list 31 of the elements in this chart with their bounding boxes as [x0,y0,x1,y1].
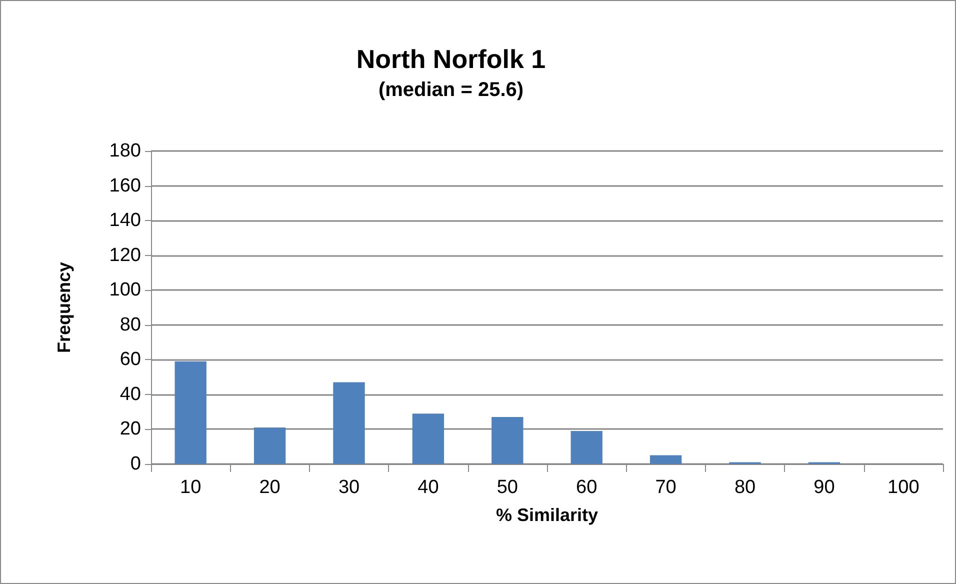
bar [174,361,206,464]
y-tick-label: 140 [109,210,141,232]
chart-title: North Norfolk 1 [356,44,546,74]
y-tick-label: 100 [109,280,141,301]
x-tick-label: 70 [655,477,676,498]
x-tick-label: 80 [734,477,756,498]
x-tick-label: 60 [576,477,598,498]
x-tick-label: 100 [888,477,920,498]
bar [570,430,602,464]
bar [412,414,444,464]
x-tick-label: 50 [496,477,518,498]
x-tick-label: 90 [814,477,835,498]
y-tick-label: 160 [109,175,141,196]
bar [254,427,286,464]
y-tick-label: 40 [120,384,141,405]
y-tick-label: 20 [120,418,141,440]
x-tick-label: 30 [338,477,360,498]
bar [333,382,365,464]
x-axis-title: % Similarity [496,505,598,525]
chart-subtitle: (median = 25.6) [378,79,524,101]
y-tick-label: 180 [109,140,141,162]
y-tick-label: 80 [120,314,141,336]
bar [650,455,682,464]
y-tick-label: 120 [109,244,141,266]
x-tick-label: 20 [259,477,280,498]
y-axis-title: Frequency [54,262,74,354]
y-tick-label: 0 [130,454,141,474]
bar [492,417,524,464]
x-tick-label: 10 [180,477,202,498]
x-tick-label: 40 [418,477,439,498]
y-tick-label: 60 [120,349,141,370]
